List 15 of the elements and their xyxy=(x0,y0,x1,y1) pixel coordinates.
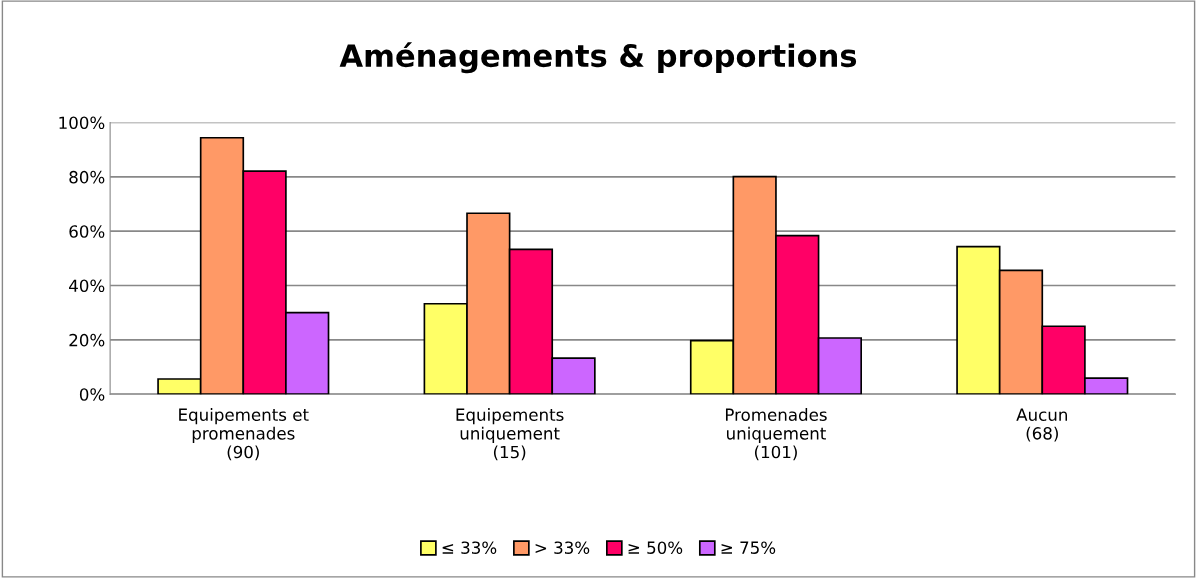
y-tick-label: 20% xyxy=(69,333,105,347)
x-tick-label: Equipements et promenades (90) xyxy=(179,408,309,461)
y-tick-label: 40% xyxy=(69,279,105,293)
chart-title: Aménagements & proportions xyxy=(339,42,857,74)
x-tick-label: Aucun (68) xyxy=(1016,408,1067,442)
y-tick-label: 80% xyxy=(69,170,105,184)
legend-label: ≥ 50% xyxy=(628,541,683,554)
x-tick-label: Equipements uniquement (15) xyxy=(456,408,564,461)
x-tick-label: Promenades uniquement (101) xyxy=(725,408,827,461)
legend-label: > 33% xyxy=(535,541,590,554)
legend-label: ≤ 33% xyxy=(442,541,497,554)
y-tick-label: 0% xyxy=(79,388,105,401)
y-tick-label: 60% xyxy=(69,225,105,238)
y-tick-label: 100% xyxy=(59,116,105,130)
legend-label: ≥ 75% xyxy=(721,541,776,554)
